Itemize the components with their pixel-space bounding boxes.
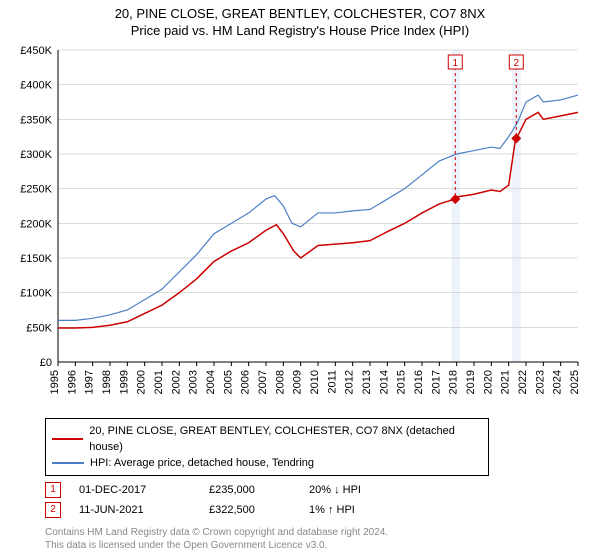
svg-text:2005: 2005 xyxy=(222,370,234,394)
footnote: Contains HM Land Registry data © Crown c… xyxy=(45,526,590,552)
svg-text:2001: 2001 xyxy=(153,370,165,394)
svg-text:2022: 2022 xyxy=(517,370,529,394)
legend-row-2: HPI: Average price, detached house, Tend… xyxy=(52,455,482,471)
svg-text:2013: 2013 xyxy=(361,370,373,394)
svg-text:2: 2 xyxy=(514,58,520,69)
legend-swatch-1 xyxy=(52,438,83,440)
sale-date-1: 01-DEC-2017 xyxy=(79,480,209,500)
svg-text:1995: 1995 xyxy=(49,370,61,394)
svg-text:1: 1 xyxy=(452,58,458,69)
svg-text:£100K: £100K xyxy=(20,288,52,300)
sale-delta-1: 20% ↓ HPI xyxy=(309,480,429,500)
svg-text:2024: 2024 xyxy=(552,370,564,394)
svg-text:2003: 2003 xyxy=(188,370,200,394)
svg-text:2018: 2018 xyxy=(448,370,460,394)
svg-text:2002: 2002 xyxy=(170,370,182,394)
sale-price-2: £322,500 xyxy=(209,500,309,520)
sale-marker-2: 2 xyxy=(45,502,61,518)
svg-text:£400K: £400K xyxy=(20,80,52,92)
svg-text:£450K: £450K xyxy=(20,45,52,57)
svg-text:£0: £0 xyxy=(40,357,52,369)
svg-text:2019: 2019 xyxy=(465,370,477,394)
legend-label-1: 20, PINE CLOSE, GREAT BENTLEY, COLCHESTE… xyxy=(89,423,482,455)
svg-text:1998: 1998 xyxy=(101,370,113,394)
svg-text:2011: 2011 xyxy=(326,370,338,394)
svg-text:2017: 2017 xyxy=(430,370,442,394)
svg-text:1999: 1999 xyxy=(118,370,130,394)
footnote-line-2: This data is licensed under the Open Gov… xyxy=(45,539,590,552)
sales-row-2: 2 11-JUN-2021 £322,500 1% ↑ HPI xyxy=(45,500,590,520)
legend-row-1: 20, PINE CLOSE, GREAT BENTLEY, COLCHESTE… xyxy=(52,423,482,455)
chart: £0 £50K £100K £150K £200K £250K £300K £350K £400… xyxy=(10,42,590,412)
page-title: 20, PINE CLOSE, GREAT BENTLEY, COLCHESTE… xyxy=(10,6,590,21)
legend: 20, PINE CLOSE, GREAT BENTLEY, COLCHESTE… xyxy=(45,418,489,476)
svg-text:2004: 2004 xyxy=(205,370,217,394)
svg-text:2009: 2009 xyxy=(292,370,304,394)
footnote-line-1: Contains HM Land Registry data © Crown c… xyxy=(45,526,590,539)
svg-text:2010: 2010 xyxy=(309,370,321,394)
svg-text:£50K: £50K xyxy=(26,322,52,334)
svg-text:£150K: £150K xyxy=(20,253,52,265)
svg-text:£300K: £300K xyxy=(20,149,52,161)
sale-price-1: £235,000 xyxy=(209,480,309,500)
svg-text:1996: 1996 xyxy=(66,370,78,394)
svg-text:£250K: £250K xyxy=(20,184,52,196)
svg-text:2021: 2021 xyxy=(500,370,512,394)
sale-date-2: 11-JUN-2021 xyxy=(79,500,209,520)
svg-text:2008: 2008 xyxy=(274,370,286,394)
chart-svg: £0 £50K £100K £150K £200K £250K £300K £350K £400… xyxy=(10,42,590,412)
svg-text:2015: 2015 xyxy=(396,370,408,394)
svg-text:2023: 2023 xyxy=(534,370,546,394)
svg-text:2007: 2007 xyxy=(257,370,269,394)
page-subtitle: Price paid vs. HM Land Registry's House … xyxy=(10,23,590,38)
sale-marker-1: 1 xyxy=(45,482,61,498)
svg-text:2012: 2012 xyxy=(344,370,356,394)
sales-table: 1 01-DEC-2017 £235,000 20% ↓ HPI 2 11-JU… xyxy=(45,480,590,520)
svg-text:£200K: £200K xyxy=(20,218,52,230)
legend-swatch-2 xyxy=(52,462,84,464)
svg-text:1997: 1997 xyxy=(84,370,96,394)
sale-delta-2: 1% ↑ HPI xyxy=(309,500,429,520)
svg-text:2020: 2020 xyxy=(482,370,494,394)
svg-text:2025: 2025 xyxy=(569,370,581,394)
svg-text:2014: 2014 xyxy=(378,370,390,394)
svg-text:2006: 2006 xyxy=(240,370,252,394)
legend-label-2: HPI: Average price, detached house, Tend… xyxy=(90,455,314,471)
svg-text:2000: 2000 xyxy=(136,370,148,394)
svg-text:£350K: £350K xyxy=(20,114,52,126)
sales-row-1: 1 01-DEC-2017 £235,000 20% ↓ HPI xyxy=(45,480,590,500)
svg-text:2016: 2016 xyxy=(413,370,425,394)
